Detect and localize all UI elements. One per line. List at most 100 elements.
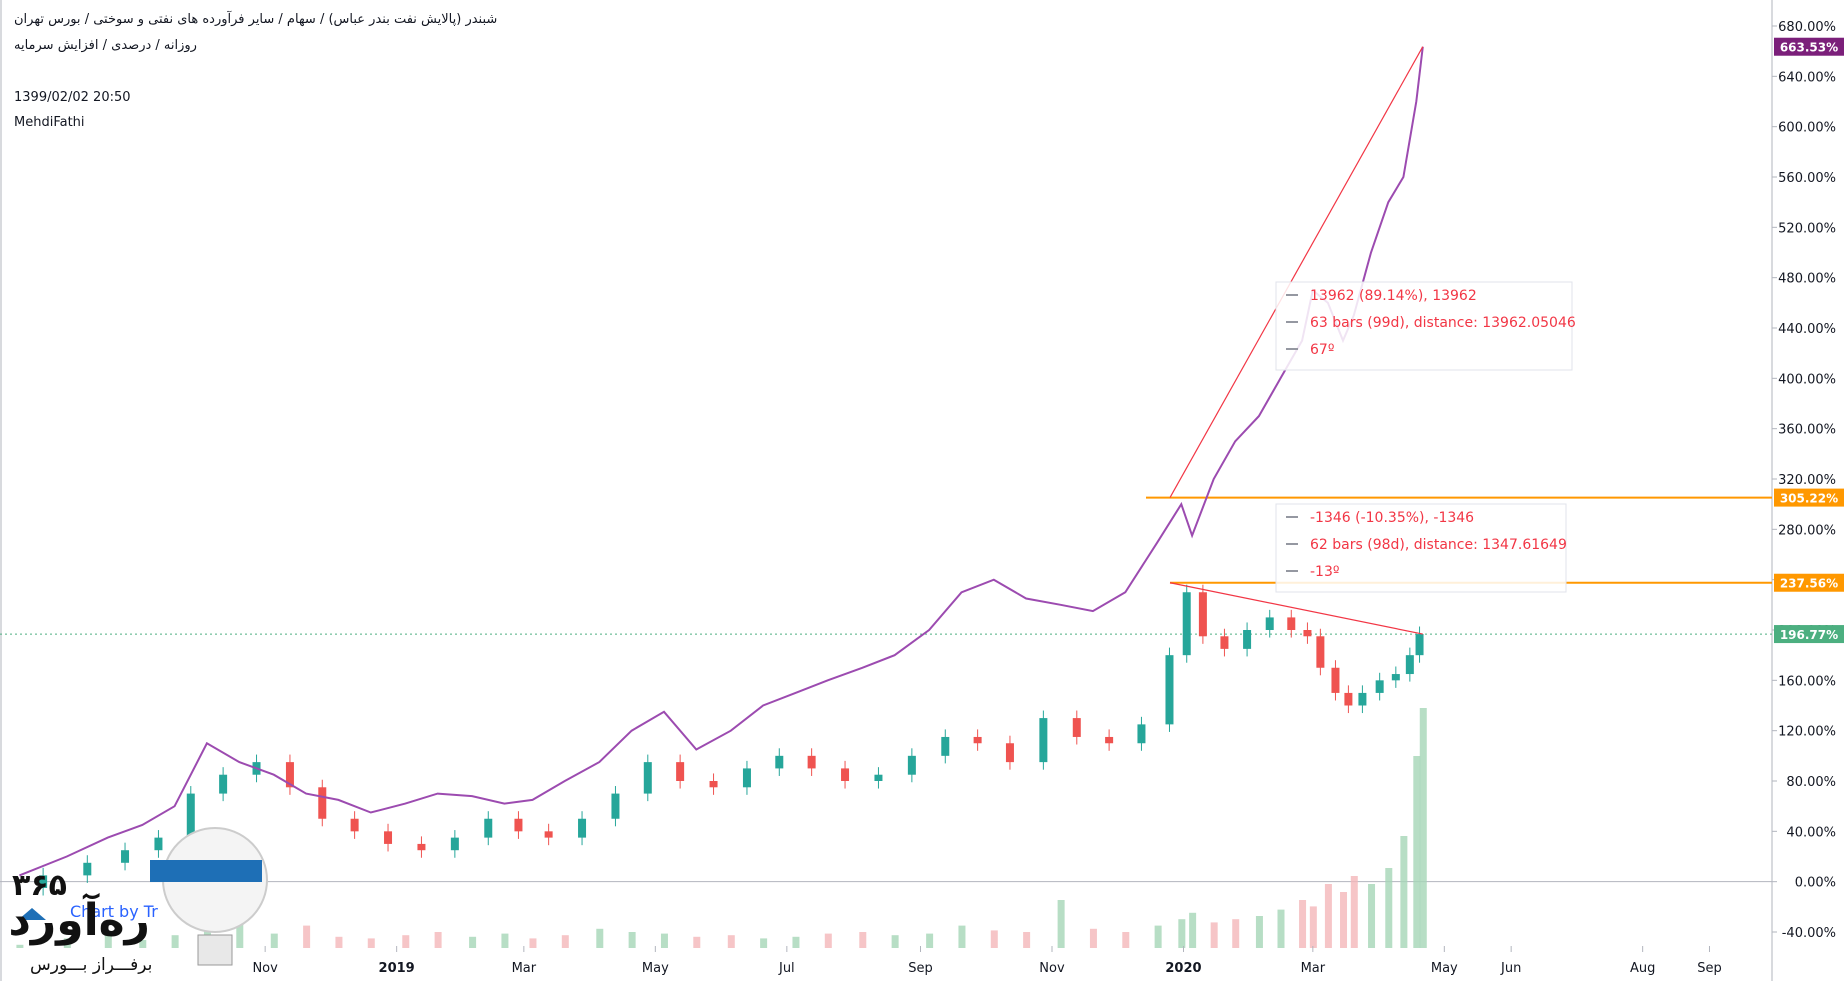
volume-bar — [760, 938, 768, 948]
x-tick-label: May — [1431, 961, 1458, 976]
volume-bar — [367, 938, 375, 948]
candle-body — [1358, 692, 1367, 706]
candle-body — [1344, 692, 1353, 706]
price-label-text: 237.56% — [1780, 577, 1838, 591]
candle-body — [450, 837, 459, 851]
price-label-badge[interactable] — [1774, 37, 1844, 56]
volume-bar — [824, 933, 832, 948]
y-tick-label: 480.00% — [1778, 272, 1836, 287]
volume-bar — [1232, 919, 1240, 948]
x-tick-label: Jul — [778, 961, 795, 976]
candle-body — [285, 762, 294, 788]
price-label-text: 305.22% — [1780, 492, 1838, 506]
volume-bar — [1189, 912, 1197, 948]
tradingview-logo-icon — [18, 908, 46, 920]
volume-bar — [469, 936, 477, 948]
volume-bar — [529, 938, 537, 948]
trend-line-down — [1169, 582, 1423, 635]
volume-bar — [1122, 932, 1130, 948]
y-tick-label: 400.00% — [1778, 372, 1836, 387]
volume-bar — [1309, 906, 1317, 948]
candle-body — [941, 736, 950, 756]
volume-bar — [270, 933, 278, 948]
candle-body — [186, 793, 195, 838]
price-label-text: 663.53% — [1780, 41, 1838, 55]
candle-body — [1331, 667, 1340, 693]
candle-body — [154, 837, 163, 851]
measure-down-box[interactable] — [1275, 503, 1567, 593]
price-label-badge[interactable] — [1774, 625, 1844, 644]
volume-bar — [561, 935, 569, 948]
compare-line-series — [19, 46, 1424, 877]
candle-body — [1243, 630, 1252, 649]
candle-body — [676, 762, 685, 781]
volume-bar — [434, 932, 442, 948]
candle-body — [318, 787, 327, 819]
compare-series-layer — [19, 46, 1424, 877]
volume-bar — [660, 933, 668, 948]
volume-bar — [1350, 876, 1358, 948]
y-tick-label: 280.00% — [1778, 523, 1836, 538]
measure-row-icon — [1286, 543, 1298, 545]
volume-bar — [1368, 884, 1376, 948]
measure-up-box[interactable] — [1275, 281, 1573, 371]
y-tick-label: 80.00% — [1786, 775, 1836, 790]
candle-body — [643, 762, 652, 794]
balloon-basket — [197, 934, 233, 966]
x-tick-label: Jun — [1500, 961, 1521, 976]
volume-bar — [628, 932, 636, 948]
tradingview-watermark: Chart by Tr — [70, 902, 158, 921]
candle-body — [1182, 592, 1191, 656]
candle-body — [83, 862, 92, 876]
measure-down-text: -1346 (-10.35%), -1346 — [1310, 510, 1474, 526]
volume-bar — [891, 935, 899, 948]
volume-bar — [990, 930, 998, 948]
candle-body — [742, 768, 751, 788]
volume-bar — [1324, 884, 1332, 948]
y-tick-label: 160.00% — [1778, 674, 1836, 689]
volume-bar — [693, 936, 701, 948]
x-tick-label: Nov — [1039, 961, 1065, 976]
volume-bar — [1400, 836, 1408, 948]
x-tick-label: 2020 — [1165, 961, 1201, 976]
candle-body — [1415, 634, 1424, 656]
volume-bar — [1089, 928, 1097, 948]
time-axis: Nov 2019 Mar May Jul Sep Nov 2020 Mar May Jun Aug Se… — [252, 946, 1722, 976]
candle-body — [1137, 724, 1146, 744]
volume-bar — [1277, 909, 1285, 948]
measure-down-text: -13º — [1310, 564, 1339, 580]
volume-bar — [139, 940, 147, 948]
candle-body — [1303, 630, 1312, 637]
volume-bar — [1057, 900, 1065, 948]
y-tick-label: 40.00% — [1786, 825, 1836, 840]
candle-body — [841, 768, 850, 781]
y-tick-label: 120.00% — [1778, 725, 1836, 740]
volume-bar — [926, 933, 934, 948]
candle-body — [709, 781, 718, 788]
y-tick-label: 600.00% — [1778, 121, 1836, 136]
trend-lines — [1169, 46, 1424, 635]
candle-body — [807, 755, 816, 769]
candle-body — [1005, 743, 1014, 763]
candle-body — [1405, 655, 1414, 675]
y-tick-label: -40.00% — [1782, 926, 1836, 941]
chart-title: شبندر (پالایش نفت بندر عباس) / سهام / سا… — [14, 12, 498, 27]
price-axis: 680.00% 640.00% 600.00% 560.00% 520.00% 480.0… — [1772, 20, 1844, 941]
y-tick-label: 560.00% — [1778, 171, 1836, 186]
candle-body — [907, 755, 916, 775]
balloon-band — [150, 860, 262, 882]
price-label-badge[interactable] — [1774, 488, 1844, 507]
y-tick-label: 520.00% — [1778, 221, 1836, 236]
candle-body — [484, 818, 493, 838]
y-tick-label: 440.00% — [1778, 322, 1836, 337]
volume-bar — [16, 944, 24, 948]
measure-row-icon — [1286, 294, 1298, 296]
volume-bar — [1178, 919, 1186, 948]
candle-body — [1165, 655, 1174, 725]
candlestick-series — [39, 584, 1424, 896]
volume-bar — [335, 936, 343, 948]
price-label-badge[interactable] — [1774, 573, 1844, 592]
